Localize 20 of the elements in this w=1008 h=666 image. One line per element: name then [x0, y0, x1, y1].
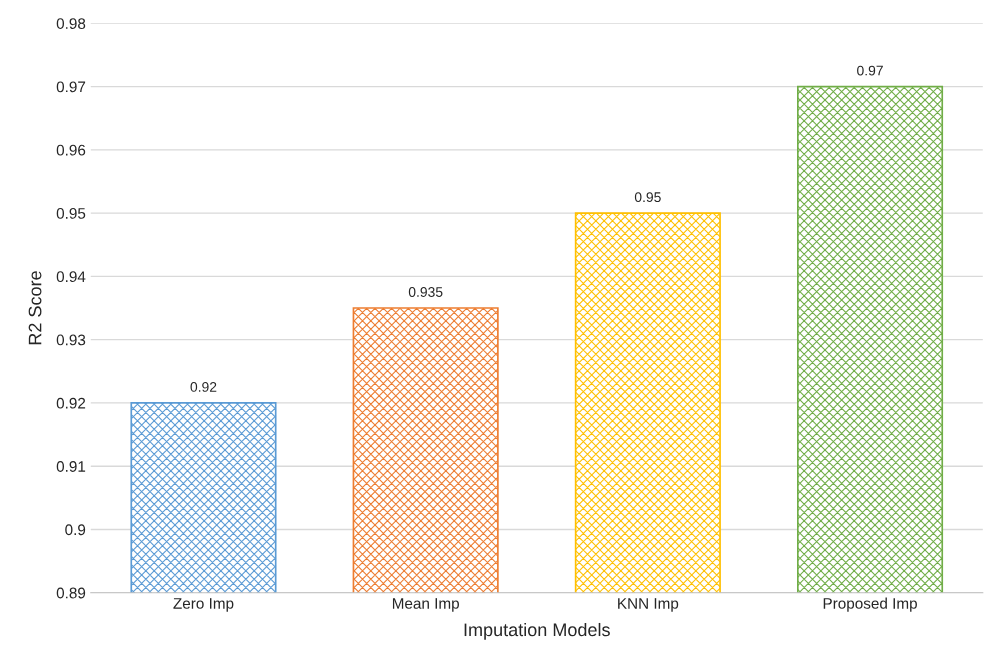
data-label: 0.97: [857, 65, 883, 76]
y-tick-label: 0.97: [56, 81, 86, 93]
x-tick-label: Zero Imp: [173, 598, 234, 612]
y-tick-label: 0.96: [56, 144, 86, 156]
y-tick-label: 0.89: [56, 587, 86, 599]
data-label: 0.92: [190, 382, 217, 392]
y-tick-label: 0.93: [56, 334, 86, 346]
data-label: 0.95: [634, 192, 661, 203]
y-tick-label: 0.9: [65, 524, 86, 536]
x-tick-label: KNN Imp: [618, 598, 679, 612]
y-tick-label: 0.92: [56, 397, 86, 409]
x-tick-label: Proposed Imp: [823, 597, 917, 612]
y-axis-title: R2 Score: [28, 271, 42, 345]
x-tick-label: Mean Imp: [392, 598, 459, 612]
y-tick-label: 0.91: [56, 461, 86, 472]
y-tick-label: 0.98: [56, 18, 86, 29]
y-tick-label: 0.95: [56, 207, 86, 219]
data-label: 0.935: [408, 287, 443, 297]
y-tick-label: 0.94: [56, 271, 86, 283]
x-axis-title: Imputation Models: [464, 622, 610, 640]
